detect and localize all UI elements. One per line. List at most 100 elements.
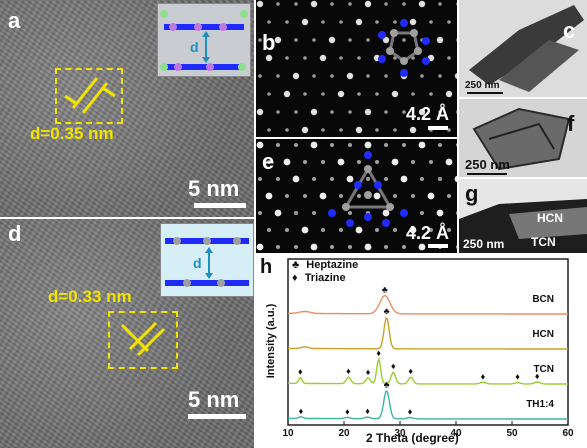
x-tick-label: 40: [450, 428, 462, 439]
chart-series-labels: BCN HCN TCN TH1:4: [526, 294, 554, 410]
lattice-spot: [357, 92, 361, 96]
diamond-icon: ♦: [292, 272, 298, 284]
lattice-spot: [375, 20, 379, 24]
series-line-TH1:4: [288, 390, 568, 420]
lattice-spot: [276, 2, 280, 6]
legend-item-triazine: ♦ Triazine: [292, 272, 358, 285]
lattice-spot: [393, 56, 397, 60]
lattice-spot: [303, 92, 307, 96]
panel-e-label: e: [262, 149, 275, 174]
peak-marker: ♦: [481, 371, 486, 381]
lattice-spot: [357, 194, 361, 198]
club-icon: ♣: [292, 259, 300, 271]
lattice-spot: [384, 143, 388, 147]
lattice-spot: [348, 143, 352, 147]
lattice-spot: [303, 56, 307, 60]
lattice-fringe-box: [55, 68, 123, 124]
legend-label-heptazine: Heptazine: [306, 259, 359, 271]
scale-label-g: 250 nm: [463, 237, 505, 251]
lattice-spot: [384, 2, 388, 6]
lattice-spot: [276, 143, 280, 147]
panel-g: g HCN TCN 250 nm: [459, 179, 587, 253]
lattice-spot: [256, 141, 264, 149]
lattice-spot: [294, 211, 298, 215]
x-tick-label: 20: [338, 428, 350, 439]
lattice-spot: [321, 20, 325, 24]
lattice-spot: [456, 143, 457, 147]
lattice-spot: [267, 228, 271, 232]
lattice-spot: [267, 20, 271, 24]
lattice-spot: [355, 226, 363, 234]
tcn-label: TCN: [531, 235, 556, 249]
lattice-spot: [438, 177, 442, 181]
lattice-spot: [285, 194, 289, 198]
lattice-spot: [384, 245, 388, 249]
legend-label-triazine: Triazine: [304, 272, 346, 284]
lattice-spot: [438, 2, 442, 6]
series-line-BCN: [288, 294, 568, 315]
panel-h-label: h: [260, 256, 273, 278]
lattice-spot: [364, 141, 372, 149]
lattice-spot: [456, 245, 457, 249]
lattice-spot: [375, 160, 379, 164]
lattice-spot: [436, 36, 444, 44]
lattice-spot: [339, 20, 343, 24]
lattice-spot: [420, 211, 424, 215]
lattice-spot: [285, 128, 289, 132]
lattice-spot: [375, 128, 379, 132]
lattice-spot: [330, 143, 334, 147]
lattice-spot: [274, 209, 282, 217]
lattice-spot: [418, 141, 426, 149]
lattice-spot: [456, 38, 457, 42]
lattice-spot: [393, 128, 397, 132]
peak-marker: ♣: [384, 380, 390, 390]
lattice-spot: [294, 143, 298, 147]
peak-marker: ♦: [365, 406, 370, 416]
layer-structure-diagram: d: [160, 10, 248, 71]
scale-bar-f: [467, 173, 507, 175]
simulated-image-b: [256, 0, 457, 134]
lattice-spot: [400, 175, 408, 183]
lattice-spot: [420, 177, 424, 181]
lattice-spot: [330, 177, 334, 181]
lattice-spot: [285, 20, 289, 24]
hcn-label: HCN: [537, 211, 563, 225]
lattice-spot: [319, 54, 327, 62]
lattice-spot: [283, 90, 291, 98]
lattice-spot: [409, 18, 417, 26]
lattice-spot: [348, 38, 352, 42]
lattice-spot: [382, 209, 390, 217]
scale-bar-c: [467, 92, 503, 94]
lattice-spot: [330, 74, 334, 78]
lattice-spot: [438, 110, 442, 114]
scale-label-f: 250 nm: [465, 157, 510, 172]
chart-xlabel: 2 Theta (degree): [366, 431, 459, 445]
lattice-spot: [445, 90, 453, 98]
lattice-spot: [348, 245, 352, 249]
lattice-spot: [276, 177, 280, 181]
lattice-spot: [447, 128, 451, 132]
lattice-spot: [456, 2, 457, 6]
lattice-spot: [256, 243, 264, 251]
triazine-molecule: [328, 151, 408, 227]
lattice-spot: [258, 211, 262, 215]
panel-d-label: d: [8, 221, 22, 246]
lattice-spot: [292, 175, 300, 183]
panel-g-label: g: [465, 181, 479, 206]
lattice-spot: [310, 0, 318, 8]
lattice-spot: [321, 160, 325, 164]
peak-marker: ♣: [382, 285, 388, 295]
lattice-spot: [409, 126, 417, 134]
series-label-HCN: HCN: [532, 329, 554, 340]
lattice-spot: [294, 245, 298, 249]
panel-f: f 250 nm: [459, 99, 587, 177]
lattice-spot: [411, 56, 415, 60]
legend-item-heptazine: ♣ Heptazine: [292, 259, 358, 272]
panel-h: ♣ ♣ ♦ ♦ ♦ ♦ ♦ ♦ ♦ ♦ ♦ ♦ ♦ ♦ ♣ ♦ BCN HCN TCN TH1:4 10 20 30 40…: [256, 255, 587, 448]
lattice-spot: [310, 141, 318, 149]
lattice-spot: [454, 175, 457, 183]
lattice-spot: [258, 38, 262, 42]
lattice-spot: [258, 74, 262, 78]
lattice-spot: [418, 243, 426, 251]
plot-frame: [287, 258, 569, 426]
